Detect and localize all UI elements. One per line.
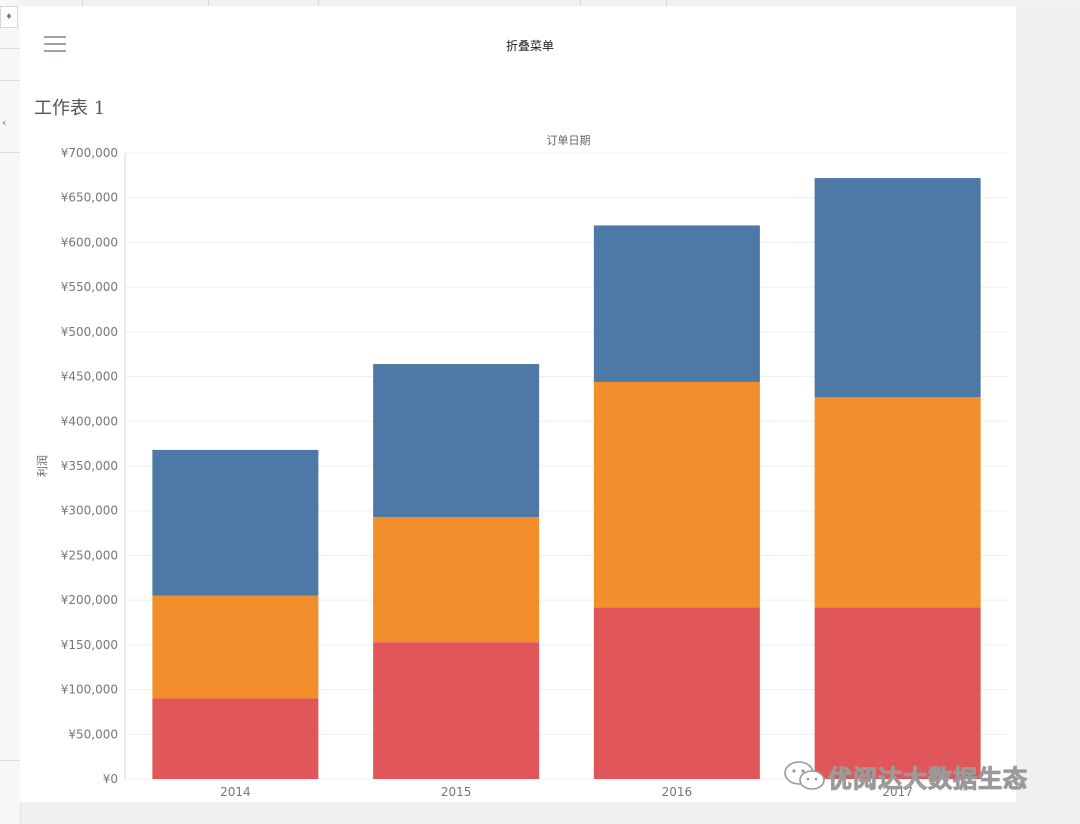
y-tick-label: ¥300,000 [61, 504, 118, 518]
y-tick-label: ¥400,000 [61, 414, 118, 428]
bar-segment [152, 698, 319, 779]
sidebar-divider [0, 760, 20, 761]
sheet-title: 工作表 1 [34, 98, 106, 119]
x-tick-label: 2016 [662, 785, 693, 799]
y-tick-label: ¥150,000 [61, 638, 118, 652]
y-tick-label: ¥700,000 [61, 146, 118, 160]
chart-title: 订单日期 [547, 134, 591, 147]
x-tick-label: 2014 [220, 785, 251, 799]
y-tick-label: ¥650,000 [61, 191, 118, 205]
y-tick-label: ¥50,000 [68, 727, 118, 741]
y-tick-label: ¥350,000 [61, 459, 118, 473]
sidebar-dropdown-arrows-icon[interactable]: ♦ [0, 6, 18, 28]
wechat-icon [784, 761, 825, 790]
watermark-text: 优阅达大数据生态 [828, 764, 1028, 793]
bar-segment [593, 381, 760, 608]
menu-title: 折叠菜单 [505, 39, 554, 53]
hamburger-icon[interactable] [44, 36, 66, 54]
bar-segment [152, 595, 319, 699]
sidebar-divider [0, 80, 20, 81]
y-tick-label: ¥500,000 [61, 325, 118, 339]
top-toolbar-strip [20, 0, 1080, 6]
y-tick-label: ¥600,000 [61, 235, 118, 249]
y-tick-label: ¥100,000 [61, 683, 118, 697]
bar-segment [373, 364, 540, 517]
y-tick-label: ¥550,000 [61, 280, 118, 294]
x-tick-label: 2015 [441, 785, 472, 799]
bar-segment [373, 642, 540, 779]
bar-segment [152, 449, 319, 596]
y-tick-label: ¥250,000 [61, 548, 118, 562]
bar-segment [593, 225, 760, 382]
bar-segment [593, 607, 760, 779]
sidebar-divider [0, 48, 20, 49]
sidebar-truncated-icon: ‹ [2, 116, 7, 129]
watermark: 优阅达大数据生态 [782, 756, 1028, 796]
y-tick-label: ¥200,000 [61, 593, 118, 607]
bar-segment [814, 397, 981, 608]
bar-segment [814, 178, 981, 398]
bar-segment [373, 516, 540, 643]
y-tick-label: ¥0 [103, 772, 118, 786]
bar-segment [814, 607, 981, 779]
x-tick-label: 2017 [882, 785, 913, 799]
y-tick-label: ¥450,000 [61, 370, 118, 384]
y-axis-label: 利润 [35, 455, 49, 477]
sidebar-divider [0, 152, 20, 153]
